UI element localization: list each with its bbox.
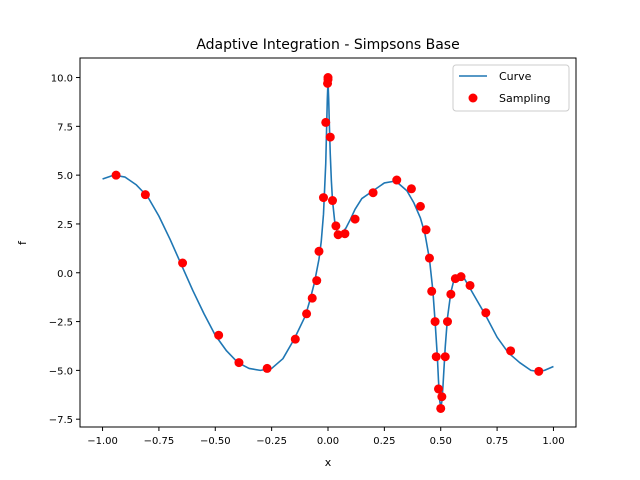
legend-curve-label: Curve <box>499 70 532 83</box>
sampling-point <box>178 258 188 268</box>
sampling-point <box>424 253 434 263</box>
x-tick-label: 0.00 <box>317 436 339 447</box>
sampling-point <box>442 317 452 327</box>
plot-area <box>79 57 577 428</box>
sampling-point <box>321 117 331 127</box>
sampling-point <box>430 317 440 327</box>
plot-frame <box>79 57 577 428</box>
sampling-point <box>456 272 466 282</box>
sampling-point <box>302 309 312 319</box>
sampling-point <box>290 334 300 344</box>
sampling-point <box>214 330 224 340</box>
sampling-point <box>111 170 121 180</box>
y-tick-label: −5.0 <box>49 366 73 377</box>
sampling-point <box>446 289 456 299</box>
legend-sampling-label: Sampling <box>499 92 551 105</box>
sampling-point <box>312 276 322 286</box>
x-axis: −1.00 −0.75 −0.50 −0.25 0.00 0.25 0.50 0.75 1.00 <box>87 427 565 447</box>
sampling-point <box>433 384 443 394</box>
y-axis-label: f <box>16 240 29 245</box>
y-tick-label: 2.5 <box>57 220 73 231</box>
sampling-point <box>350 214 360 224</box>
sampling-point <box>328 196 338 206</box>
sampling-point <box>262 363 272 373</box>
chart-title: Adaptive Integration - Simpsons Base <box>196 37 459 53</box>
sampling-point <box>427 286 437 296</box>
x-axis-label: x <box>325 456 332 469</box>
x-tick-label: −0.75 <box>144 436 175 447</box>
sampling-point <box>437 392 447 402</box>
y-tick-label: −7.5 <box>49 415 73 426</box>
sampling-point <box>415 201 425 211</box>
sampling-point <box>318 193 328 203</box>
sampling-point <box>465 280 475 290</box>
sampling-point <box>392 175 402 185</box>
x-tick-label: 0.75 <box>486 436 508 447</box>
scatter-layer <box>111 73 544 413</box>
curve-series-line <box>102 80 554 409</box>
sampling-point <box>436 403 446 413</box>
sampling-point <box>406 184 416 194</box>
y-tick-label: 10.0 <box>51 74 73 85</box>
sampling-point <box>368 188 378 198</box>
x-tick-label: −0.50 <box>200 436 231 447</box>
sampling-point <box>314 246 324 256</box>
y-tick-label: 0.0 <box>57 269 73 280</box>
sampling-point <box>534 366 544 376</box>
y-tick-label: 7.5 <box>57 122 73 133</box>
sampling-point <box>331 221 341 231</box>
x-tick-label: −1.00 <box>87 436 118 447</box>
sampling-point <box>431 352 441 362</box>
sampling-point <box>325 132 335 142</box>
sampling-point <box>323 74 333 84</box>
x-tick-label: 0.50 <box>430 436 452 447</box>
curve-layer <box>102 80 554 409</box>
y-tick-label: −2.5 <box>49 318 73 329</box>
x-tick-label: 0.25 <box>373 436 395 447</box>
x-tick-label: 1.00 <box>542 436 564 447</box>
legend-sampling-swatch <box>468 93 478 103</box>
sampling-point <box>307 293 317 303</box>
sampling-point <box>234 358 244 368</box>
sampling-point <box>481 308 491 318</box>
legend: Curve Sampling <box>452 64 570 112</box>
y-axis: −7.5 −5.0 −2.5 0.0 2.5 5.0 7.5 10.0 <box>49 74 80 426</box>
y-tick-label: 5.0 <box>57 171 73 182</box>
sampling-point <box>340 229 350 239</box>
sampling-point <box>421 225 431 235</box>
sampling-point <box>440 352 450 362</box>
x-tick-label: −0.25 <box>256 436 287 447</box>
sampling-point <box>333 230 343 240</box>
sampling-point <box>140 190 150 200</box>
sampling-point <box>506 346 516 356</box>
